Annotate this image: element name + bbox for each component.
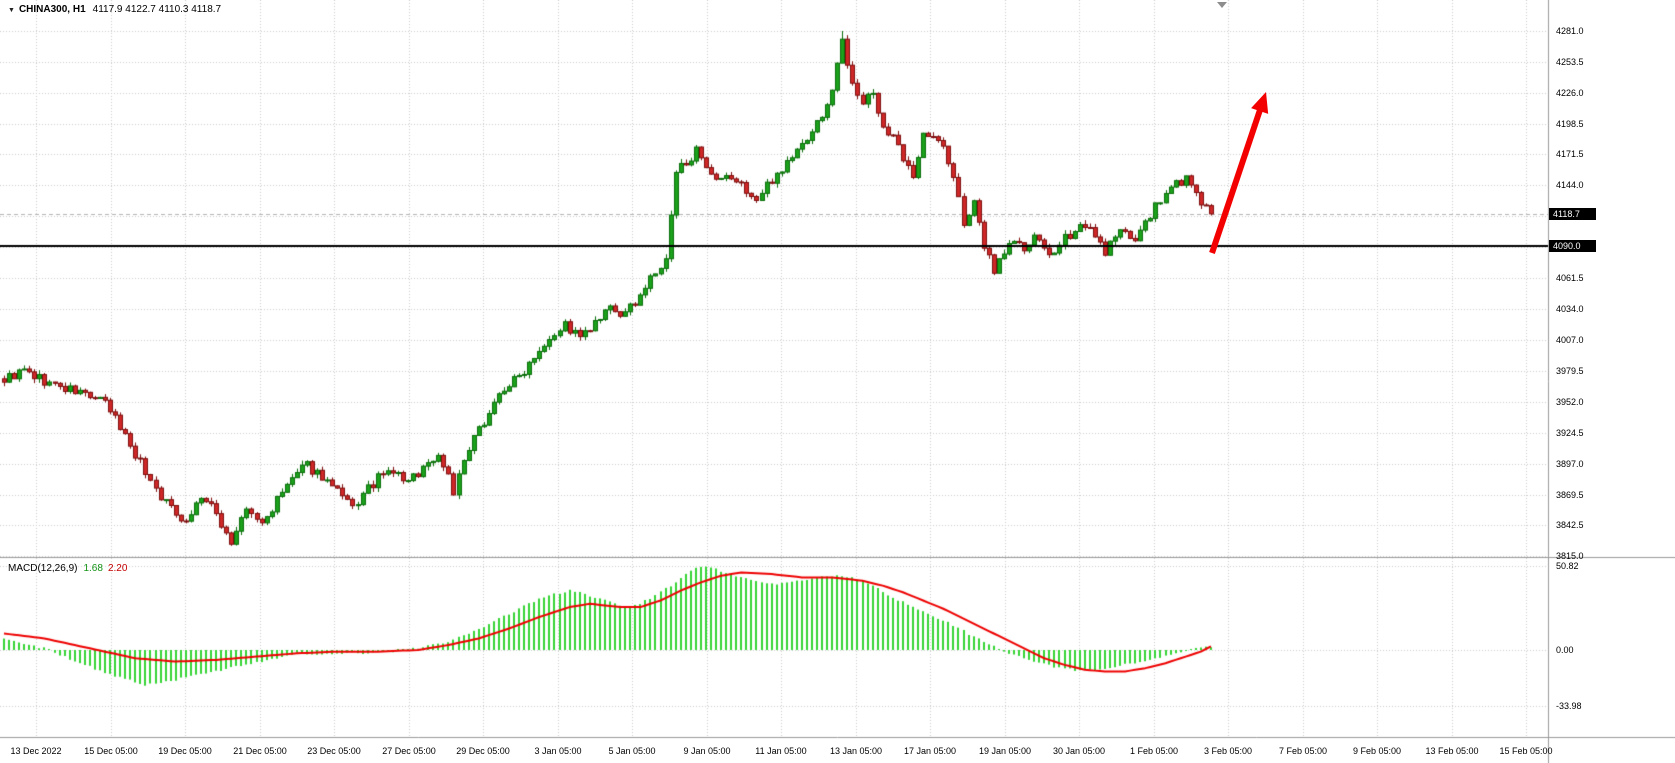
time-axis-label: 9 Feb 05:00 (1352, 746, 1402, 756)
current-price-tag: 4118.7 (1549, 208, 1596, 220)
price-axis-label: 3842.5 (1556, 520, 1584, 530)
macd-axis-label: 50.82 (1556, 561, 1579, 571)
trend-arrow-head[interactable] (1251, 92, 1269, 114)
price-axis-label: 3869.5 (1556, 490, 1584, 500)
price-axis-label: 4007.0 (1556, 335, 1584, 345)
symbol-title: CHINA300, H1 (18, 4, 86, 15)
price-axis-label: 3815.0 (1556, 551, 1584, 561)
time-axis-label: 21 Dec 05:00 (233, 746, 287, 756)
macd-axis-label: -33.98 (1556, 701, 1582, 711)
time-axis-label: 5 Jan 05:00 (608, 746, 656, 756)
time-axis-label: 19 Dec 05:00 (158, 746, 212, 756)
price-axis-label: 3924.5 (1556, 428, 1584, 438)
symbol-info: ▼ CHINA300, H1 4117.9 4122.7 4110.3 4118.7 (8, 4, 221, 16)
time-axis-label: 17 Jan 05:00 (903, 746, 957, 756)
time-axis-label: 3 Feb 05:00 (1203, 746, 1253, 756)
price-axis-label: 3897.0 (1556, 459, 1584, 469)
trend-arrow-shaft[interactable] (1209, 108, 1264, 254)
price-axis-label: 4253.5 (1556, 57, 1584, 67)
time-axis-label: 23 Dec 05:00 (307, 746, 361, 756)
time-axis-label: 9 Jan 05:00 (683, 746, 731, 756)
macd-axis-label: 0.00 (1556, 645, 1574, 655)
chart-shift-marker[interactable] (1217, 2, 1227, 8)
time-axis-label: 13 Feb 05:00 (1425, 746, 1479, 756)
time-axis-label: 11 Jan 05:00 (755, 746, 807, 756)
hline-price-tag: 4090.0 (1549, 240, 1596, 252)
macd-main-value: 1.68 (83, 563, 103, 574)
time-axis-label: 13 Dec 2022 (10, 746, 62, 756)
price-axis-label: 3979.5 (1556, 366, 1584, 376)
time-axis-label: 27 Dec 05:00 (382, 746, 436, 756)
symbol-dropdown-icon[interactable]: ▼ (8, 7, 15, 14)
time-axis-label: 30 Jan 05:00 (1052, 746, 1106, 756)
time-axis-label: 29 Dec 05:00 (456, 746, 510, 756)
price-axis-label: 4171.5 (1556, 149, 1584, 159)
price-axis-label: 4281.0 (1556, 26, 1584, 36)
macd-axis: 50.82 0.00 -33.98 (1552, 0, 1674, 763)
price-axis-label: 4144.0 (1556, 180, 1584, 190)
time-axis-label: 1 Feb 05:00 (1129, 746, 1179, 756)
symbol-ohlc-values: 4117.9 4122.7 4110.3 4118.7 (92, 4, 222, 15)
macd-signal-value: 2.20 (107, 563, 128, 574)
macd-name: MACD(12,26,9) (8, 563, 78, 574)
time-axis-label: 3 Jan 05:00 (534, 746, 582, 756)
pane-separator[interactable] (0, 555, 1675, 561)
macd-indicator-label: MACD(12,26,9) 1.68 2.20 (8, 563, 127, 574)
time-axis[interactable]: 13 Dec 2022 15 Dec 05:00 19 Dec 05:00 21 De… (0, 742, 1675, 763)
price-axis[interactable]: 4281.0 4253.5 4226.0 4198.5 4171.5 4144.0 4061… (1552, 0, 1674, 763)
time-axis-label: 15 Dec 05:00 (84, 746, 138, 756)
price-axis-label: 3952.0 (1556, 397, 1584, 407)
time-axis-label: 15 Feb 05:00 (1499, 746, 1553, 756)
price-axis-label: 4226.0 (1556, 88, 1584, 98)
time-axis-label: 13 Jan 05:00 (829, 746, 883, 756)
time-axis-label: 19 Jan 05:00 (978, 746, 1032, 756)
time-axis-label: 7 Feb 05:00 (1278, 746, 1328, 756)
price-axis-label: 4061.5 (1556, 273, 1584, 283)
price-axis-label: 4198.5 (1556, 119, 1584, 129)
price-axis-label: 4034.0 (1556, 304, 1584, 314)
